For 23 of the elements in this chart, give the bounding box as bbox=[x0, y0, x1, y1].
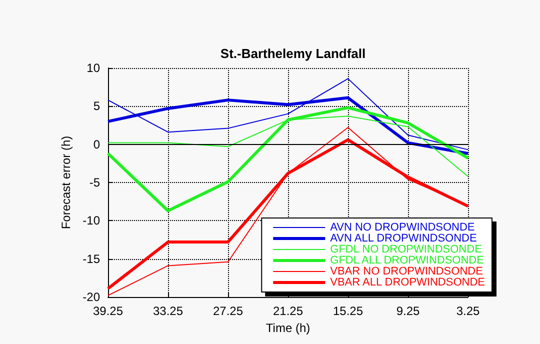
legend-label: GFDL NO DROPWINDSONDE bbox=[330, 244, 482, 256]
y-tick-label: 0 bbox=[93, 137, 100, 152]
x-axis-title: Time (h) bbox=[266, 320, 310, 335]
x-tick-label: 15.25 bbox=[332, 304, 364, 318]
y-tick-label: -20 bbox=[82, 290, 100, 304]
x-tick-label: 9.25 bbox=[396, 304, 420, 318]
chart-title: St.-Barthelemy Landfall bbox=[220, 46, 366, 61]
legend-label: VBAR ALL DROPWINDSONDE bbox=[330, 276, 485, 288]
legend-label: AVN ALL DROPWINDSONDE bbox=[330, 232, 477, 244]
x-tick-label: 3.25 bbox=[456, 304, 480, 318]
y-tick-label: -5 bbox=[89, 176, 100, 190]
y-tick-label: 10 bbox=[86, 61, 100, 75]
legend-label: AVN NO DROPWINDSONDE bbox=[330, 222, 475, 234]
y-tick-label: -15 bbox=[82, 252, 100, 266]
y-tick-label: -10 bbox=[82, 214, 100, 228]
legend-label: VBAR NO DROPWINDSONDE bbox=[330, 266, 483, 278]
legend-label: GFDL ALL DROPWINDSONDE bbox=[330, 254, 484, 266]
y-tick-label: 5 bbox=[93, 99, 100, 114]
x-tick-label: 21.25 bbox=[272, 304, 304, 318]
x-tick-label: 39.25 bbox=[92, 304, 124, 318]
y-axis-title: Forecast error (h) bbox=[58, 136, 73, 230]
x-tick-label: 33.25 bbox=[152, 304, 184, 318]
x-tick-label: 27.25 bbox=[212, 304, 244, 318]
